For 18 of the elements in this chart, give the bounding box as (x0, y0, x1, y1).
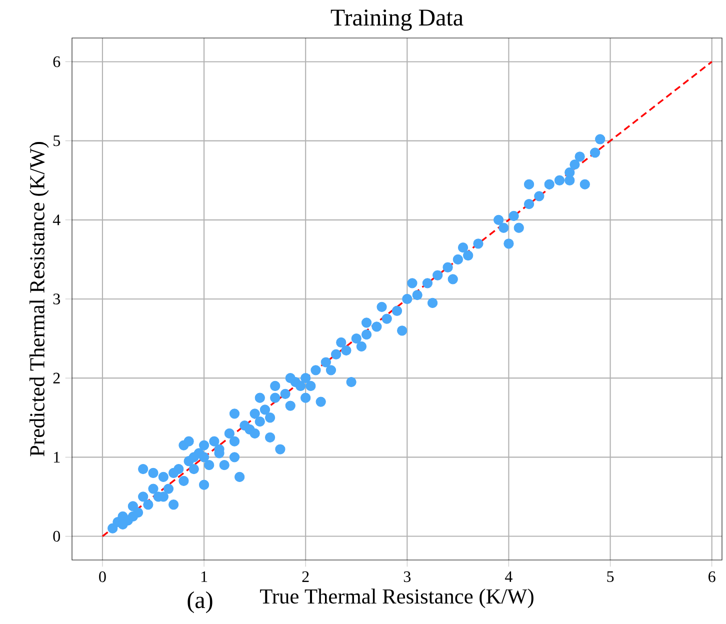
y-tick-label: 1 (54, 452, 60, 462)
text: (a) (188, 591, 212, 614)
x-tick-label: 5 (607, 571, 614, 582)
x-tick-label: 6 (708, 571, 716, 582)
y-tick-label: 0 (53, 530, 60, 542)
x-tick-label: 2 (302, 571, 309, 582)
y-axis-title: Predicted Thermal Resistance (K/W) (29, 142, 49, 456)
y-tick-label: 4 (52, 214, 60, 226)
y-tick-label: 2 (53, 372, 60, 384)
x-axis-title: True Thermal Resistance (K/W) (260, 588, 534, 608)
y-tick-label: 3 (53, 294, 60, 304)
chart-title: Training Data (330, 10, 464, 31)
x-tick-label: 1 (201, 571, 208, 582)
y-tick-label: 6 (53, 56, 60, 68)
x-tick-label: 3 (404, 571, 411, 582)
x-tick-label: 0 (99, 571, 106, 582)
x-tick-label: 4 (505, 571, 512, 582)
y-tick-label: 5 (54, 136, 60, 146)
